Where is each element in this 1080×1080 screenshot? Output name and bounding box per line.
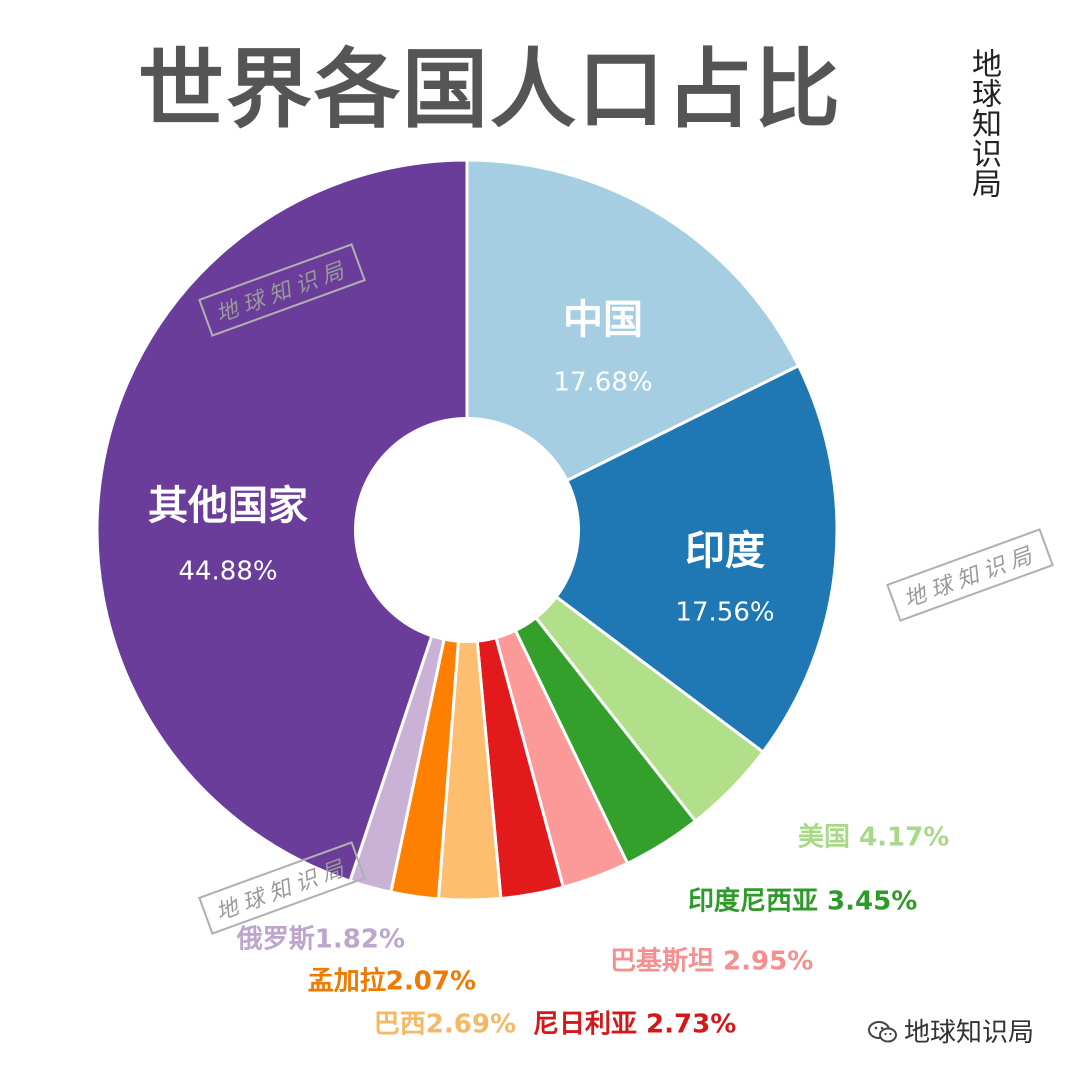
slice-label-7: 孟加拉2.07% [308,966,476,997]
footer-brand-label: 地球知识局 [904,1018,1035,1048]
slice-value-1: 17.56% [675,598,774,628]
slice-value-0: 17.68% [553,368,652,398]
footer-brand: 地球知识局 [868,1012,1034,1049]
slice-label-3: 印度尼西亚 3.45% [688,886,917,917]
slice-label-1: 印度 [685,528,765,574]
brand-vertical-text: 地球知识局 [966,48,1001,198]
slice-value-9: 44.88% [178,557,277,587]
slice-label-0: 中国 [563,297,643,343]
pie-slice-1 [464,363,839,755]
slice-label-2: 美国 4.17% [798,822,949,853]
slice-label-4: 巴基斯坦 2.95% [610,947,813,977]
wechat-icon [868,1021,897,1043]
pie-slice-9 [95,158,469,883]
donut-hole [354,417,580,643]
slice-label-8: 俄罗斯1.82% [236,925,405,955]
chart-labels: 中国 17.68% 印度 17.56% 美国 4.17% 印度尼西亚 3.45% 巴基斯坦 … [148,297,949,1040]
page-title: 世界各国人口占比 [138,40,842,140]
slice-label-9: 其他国家 [148,483,308,529]
slice-label-5: 尼日利亚 2.73% [533,1010,736,1040]
pie-slice-0 [465,158,801,533]
slice-label-6: 巴西2.69% [374,1010,516,1040]
